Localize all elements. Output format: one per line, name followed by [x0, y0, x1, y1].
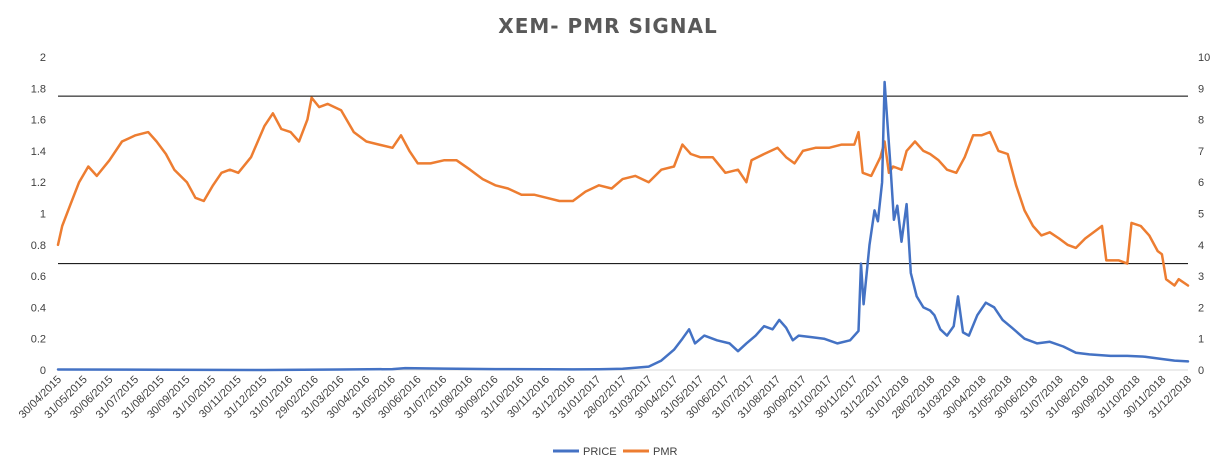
y-right-tick-label: 7: [1198, 146, 1204, 158]
legend-label-pmr: PMR: [653, 446, 678, 458]
left-axis: 0 0.2 0.4 0.6 0.8 1 1.2 1.4 1.6 1.8 2: [31, 52, 46, 377]
y-right-tick-label: 5: [1198, 209, 1204, 221]
series-line-price: [56, 80, 1190, 372]
chart-title: XEM- PMR SIGNAL: [498, 14, 717, 38]
y-left-tick-label: 1: [40, 209, 46, 221]
legend-label-price: PRICE: [583, 446, 617, 458]
y-left-tick-label: 0.8: [31, 240, 46, 252]
y-left-tick-label: 1.4: [31, 146, 46, 158]
y-left-tick-label: 0.6: [31, 271, 46, 283]
right-axis: 0 1 2 3 4 5 6 7 8 9 10: [1198, 52, 1210, 377]
series-line-pmr: [56, 96, 1190, 287]
y-left-tick-label: 2: [40, 52, 46, 64]
x-axis: 30/04/201531/05/201530/06/201531/07/2015…: [17, 374, 1194, 421]
y-right-tick-label: 0: [1198, 365, 1204, 377]
y-right-tick-label: 9: [1198, 83, 1204, 95]
y-left-tick-label: 0.2: [31, 334, 46, 346]
y-left-tick-label: 0: [40, 365, 46, 377]
y-right-tick-label: 10: [1198, 52, 1210, 64]
y-right-tick-label: 8: [1198, 115, 1204, 127]
y-right-tick-label: 4: [1198, 240, 1204, 252]
y-left-tick-label: 0.4: [31, 302, 46, 314]
y-right-tick-label: 1: [1198, 334, 1204, 346]
y-right-tick-label: 3: [1198, 271, 1204, 283]
y-left-tick-label: 1.8: [31, 83, 46, 95]
reference-lines: [58, 95, 1188, 265]
legend: PRICE PMR: [553, 446, 678, 458]
y-left-tick-label: 1.2: [31, 177, 46, 189]
y-right-tick-label: 2: [1198, 302, 1204, 314]
series-group: [56, 80, 1190, 372]
y-left-tick-label: 1.6: [31, 115, 46, 127]
y-right-tick-label: 6: [1198, 177, 1204, 189]
